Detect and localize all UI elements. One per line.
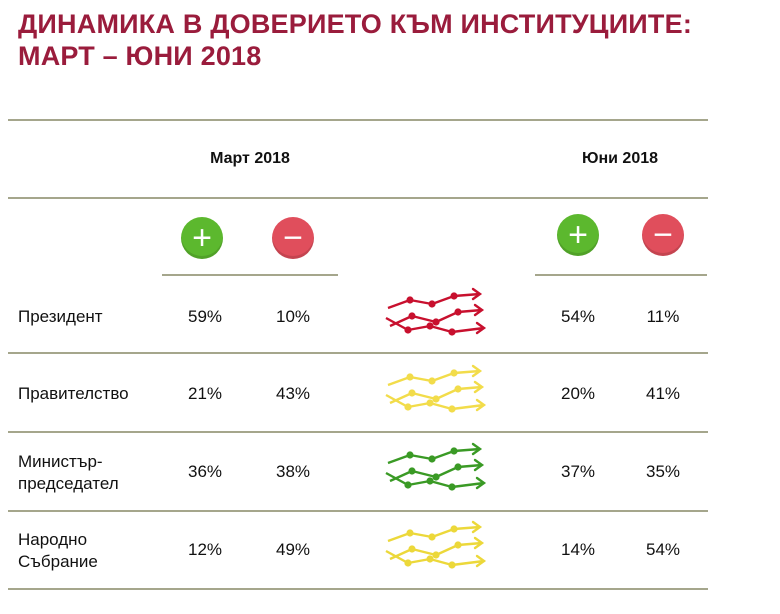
row-label-line: Народно — [18, 530, 88, 549]
page-title: ДИНАМИКА В ДОВЕРИЕТО КЪМ ИНСТИТУЦИИТЕ: М… — [18, 8, 692, 72]
cell-june-neg: 35% — [645, 462, 681, 481]
row-rule-2 — [8, 431, 708, 433]
table-bottom-rule — [8, 588, 708, 590]
cell-june-neg: 11% — [646, 307, 680, 326]
cell-june-pos: 37% — [560, 462, 596, 481]
june-plus-icon: + — [557, 214, 599, 256]
row-label-line: председател — [18, 474, 119, 493]
cell-march-neg: 10% — [275, 307, 311, 326]
cell-march-neg: 49% — [275, 540, 311, 559]
cell-march-pos: 12% — [187, 540, 223, 559]
column-header-june: Юни 2018 — [581, 150, 659, 167]
cell-june-pos: 20% — [560, 384, 596, 403]
title-line-2: МАРТ – ЮНИ 2018 — [18, 41, 262, 71]
cell-march-neg: 38% — [275, 462, 311, 481]
june-minus-icon: − — [642, 214, 684, 256]
column-header-march: Март 2018 — [210, 150, 290, 167]
header-rule — [8, 197, 708, 199]
trend-arrows-icon — [385, 442, 487, 491]
march-plus-icon: + — [181, 217, 223, 259]
row-label-line: Правителство — [18, 384, 129, 403]
cell-march-pos: 59% — [187, 307, 223, 326]
trend-arrows-icon — [385, 364, 487, 413]
row-label-national-assembly: Народно Събрание — [18, 529, 98, 573]
row-label-line: Министър- — [18, 452, 103, 471]
title-line-1: ДИНАМИКА В ДОВЕРИЕТО КЪМ ИНСТИТУЦИИТЕ: — [18, 9, 693, 39]
row-rule-3 — [8, 510, 708, 512]
march-minus-icon: − — [272, 217, 314, 259]
cell-march-neg: 43% — [275, 384, 311, 403]
cell-june-pos: 14% — [560, 540, 596, 559]
row-label-line: Президент — [18, 307, 103, 326]
row-label-president: Президент — [18, 306, 103, 328]
cell-june-neg: 41% — [645, 384, 681, 403]
row-label-line: Събрание — [18, 552, 98, 571]
row-rule-1 — [8, 352, 708, 354]
row-label-prime-minister: Министър- председател — [18, 451, 119, 495]
cell-march-pos: 21% — [187, 384, 223, 403]
trend-arrows-icon — [385, 287, 487, 336]
row-label-government: Правителство — [18, 383, 129, 405]
trend-arrows-icon — [385, 520, 487, 569]
cell-march-pos: 36% — [187, 462, 223, 481]
table-top-rule — [8, 119, 708, 121]
june-symbol-rule — [535, 274, 707, 276]
cell-june-pos: 54% — [560, 307, 596, 326]
cell-june-neg: 54% — [645, 540, 681, 559]
march-symbol-rule — [162, 274, 338, 276]
